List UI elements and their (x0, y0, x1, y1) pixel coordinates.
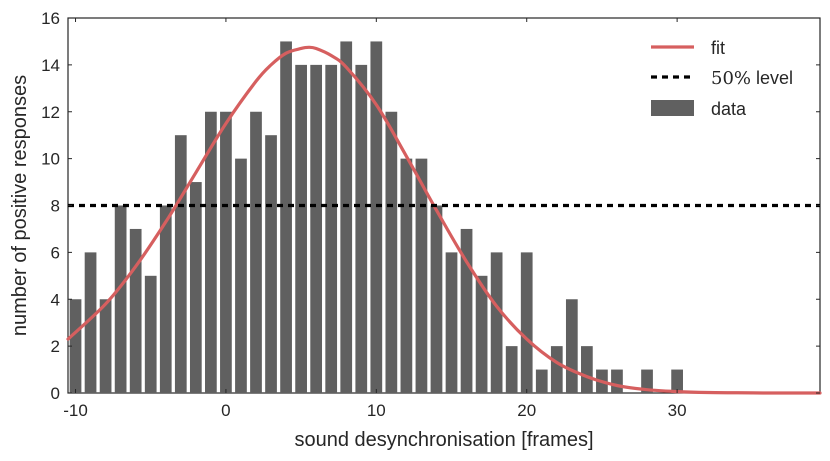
bar--4 (159, 205, 172, 393)
bar-20 (520, 252, 533, 394)
x-tick-label-10: 10 (367, 401, 386, 420)
bar-4 (280, 41, 292, 393)
bar-13 (415, 158, 428, 394)
y-tick-label-8: 8 (51, 197, 60, 216)
bar-5 (295, 64, 307, 394)
x-axis-label: sound desynchronisation [frames] (294, 429, 593, 451)
bar-0 (220, 111, 232, 393)
bar--6 (129, 228, 142, 393)
bar-11 (385, 111, 398, 393)
y-tick-label-4: 4 (51, 290, 60, 309)
legend-level-word: level (751, 68, 793, 88)
x-tick-label--10: -10 (63, 401, 88, 420)
bar-30 (671, 369, 683, 393)
x-tick-label-20: 20 (517, 401, 536, 420)
bar-7 (325, 64, 338, 394)
y-tick-label-2: 2 (51, 337, 60, 356)
plot-area (66, 17, 822, 395)
y-axis-ticks: 0 2 4 6 8 10 12 14 16 (41, 9, 820, 403)
bar-21 (535, 369, 548, 393)
legend: fit 50% level data (651, 38, 793, 119)
bar-1 (235, 158, 247, 394)
y-tick-label-0: 0 (51, 384, 60, 403)
bar-3 (265, 135, 277, 393)
bar-24 (581, 346, 593, 394)
y-tick-label-14: 14 (41, 56, 60, 75)
bar-23 (565, 299, 578, 393)
bar-19 (505, 346, 518, 394)
bar-9 (355, 64, 368, 394)
legend-level-label: 50% level (711, 68, 793, 89)
y-axis-label: number of positive responses (9, 75, 31, 336)
y-tick-label-6: 6 (51, 243, 60, 262)
bar-17 (475, 275, 488, 393)
bar-6 (310, 64, 323, 394)
bar--10 (69, 299, 82, 393)
fit-curve-layer (66, 45, 822, 395)
x-tick-label-0: 0 (221, 401, 230, 420)
y-tick-label-10: 10 (41, 150, 60, 169)
bar--2 (189, 182, 202, 393)
bar--5 (144, 275, 157, 393)
legend-fit-label: fit (711, 38, 725, 58)
bar-12 (400, 158, 413, 394)
bar-22 (550, 346, 563, 394)
bar--1 (205, 111, 217, 393)
legend-level-percent: 50% (711, 68, 751, 89)
bar--3 (174, 135, 187, 393)
x-tick-label-30: 30 (668, 401, 687, 420)
y-tick-label-16: 16 (41, 9, 60, 28)
bar-2 (250, 111, 262, 393)
bar-18 (490, 252, 503, 394)
bar--7 (114, 205, 127, 393)
bar-28 (641, 369, 653, 393)
bar-8 (340, 41, 353, 393)
bar--8 (99, 299, 112, 393)
x-axis-ticks: -10 0 10 20 30 (63, 18, 687, 420)
legend-data-label: data (711, 99, 747, 119)
bar-26 (611, 369, 623, 393)
legend-data-swatch (651, 100, 694, 116)
bar-10 (370, 41, 383, 393)
y-tick-label-12: 12 (41, 103, 60, 122)
bar-15 (445, 252, 458, 394)
fit-curve (66, 45, 822, 395)
bar-series (69, 41, 683, 394)
bar-16 (460, 228, 473, 393)
bar--9 (84, 252, 97, 394)
bar-14 (430, 205, 443, 393)
